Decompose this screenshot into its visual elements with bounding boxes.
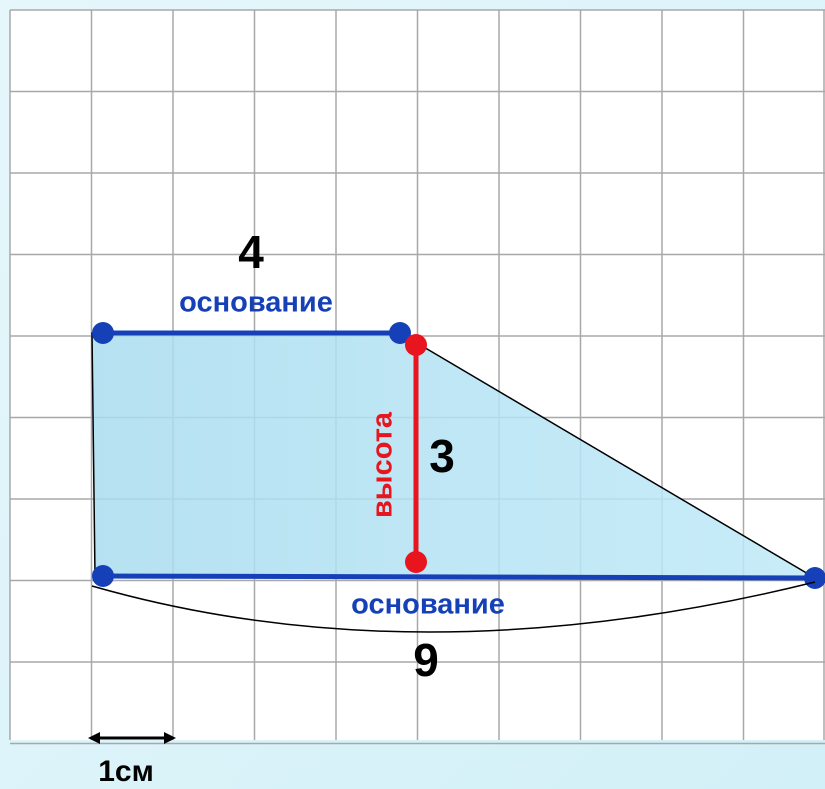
vertex [389, 322, 411, 344]
height-label: высота [367, 411, 399, 518]
grid [9, 9, 825, 745]
vertex [92, 565, 114, 587]
top-base-length: 4 [238, 226, 264, 278]
height-point [405, 334, 427, 356]
scale-label: 1см [98, 755, 154, 788]
brace-arc [91, 581, 816, 633]
height-length: 3 [429, 430, 455, 482]
vertex [804, 567, 825, 589]
bottom-base [102, 573, 816, 581]
height-point [405, 551, 427, 573]
bottom-base-label: основание [351, 589, 505, 621]
bottom-base-length: 9 [413, 634, 439, 686]
vertex [92, 322, 114, 344]
top-base-label: основание [179, 287, 333, 319]
